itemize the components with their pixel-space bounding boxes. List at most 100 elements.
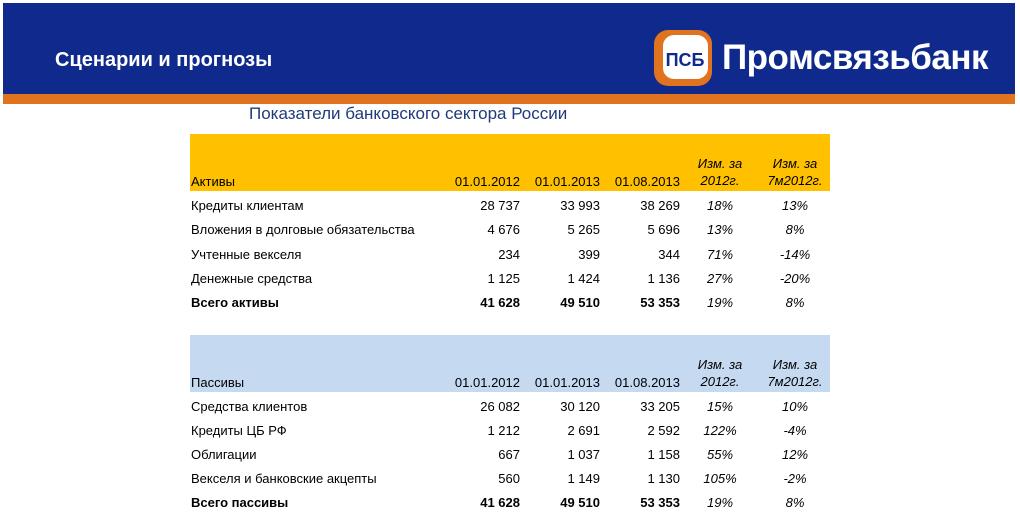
- value-2013: 1 149: [567, 471, 600, 486]
- value-2013: 33 993: [560, 198, 600, 213]
- value-2013: 399: [578, 247, 600, 262]
- accent-stripe: [3, 94, 1015, 104]
- change-7m: 8%: [785, 495, 805, 510]
- row-label: Всего пассивы: [191, 495, 289, 510]
- change-7m: 10%: [781, 399, 809, 414]
- col-header-change-2012-line1: Изм. за: [697, 357, 743, 372]
- value-aug-2013: 2 592: [647, 423, 680, 438]
- row-label: Всего активы: [191, 295, 279, 310]
- change-7m: -20%: [779, 271, 811, 286]
- total-row: Всего пассивы 41 628 49 510 53 353 19% 8…: [190, 491, 830, 515]
- col-header-liabilities: Пассивы: [191, 375, 245, 390]
- value-2012: 4 676: [487, 222, 520, 237]
- value-aug-2013: 53 353: [640, 295, 680, 310]
- logo-text: ПСБ: [666, 50, 705, 70]
- change-2012: 27%: [706, 271, 734, 286]
- col-header-change-7m-line1: Изм. за: [772, 357, 818, 372]
- col-header-date3: 01.08.2013: [614, 174, 680, 189]
- col-header-change-7m-line2: 7м2012г.: [767, 173, 823, 188]
- change-7m: -4%: [783, 423, 807, 438]
- col-header-change-2012-line2: 2012г.: [700, 374, 740, 389]
- change-7m: 13%: [781, 198, 809, 213]
- value-2013: 49 510: [560, 295, 600, 310]
- change-7m: 8%: [785, 222, 805, 237]
- total-row: Всего активы 41 628 49 510 53 353 19% 8%: [190, 291, 830, 315]
- change-2012: 15%: [706, 399, 734, 414]
- value-2013: 5 265: [567, 222, 600, 237]
- value-2012: 28 737: [480, 198, 520, 213]
- value-aug-2013: 5 696: [647, 222, 680, 237]
- value-2012: 1 125: [487, 271, 520, 286]
- bank-logo-icon: ПСБ: [654, 30, 712, 86]
- assets-table: Активы 01.01.2012 01.01.2013 01.08.2013 …: [190, 134, 830, 315]
- value-aug-2013: 33 205: [640, 399, 680, 414]
- col-header-change-7m: Изм. за 7м2012г.: [760, 155, 830, 189]
- liabilities-table: Пассивы 01.01.2012 01.01.2013 01.08.2013…: [190, 335, 830, 515]
- row-label: Облигации: [191, 447, 257, 462]
- change-7m: 12%: [781, 447, 809, 462]
- table-row: Вложения в долговые обязательства 4 676 …: [190, 218, 830, 243]
- page-title: Сценарии и прогнозы: [55, 49, 273, 71]
- change-2012: 55%: [706, 447, 734, 462]
- value-aug-2013: 1 158: [647, 447, 680, 462]
- value-aug-2013: 53 353: [640, 495, 680, 510]
- col-header-change-2012: Изм. за 2012г.: [685, 155, 755, 189]
- row-label: Кредиты ЦБ РФ: [191, 423, 287, 438]
- table-row: Векселя и банковские акцепты 560 1 149 1…: [190, 467, 830, 491]
- change-7m: -14%: [779, 247, 811, 262]
- brand-name: Промсвязьбанк: [722, 38, 988, 77]
- table-row: Облигации 667 1 037 1 158 55% 12%: [190, 443, 830, 467]
- value-aug-2013: 38 269: [640, 198, 680, 213]
- row-label: Кредиты клиентам: [191, 198, 304, 213]
- change-7m: 8%: [785, 295, 805, 310]
- change-2012: 13%: [706, 222, 734, 237]
- row-label: Денежные средства: [191, 271, 313, 286]
- value-2013: 30 120: [560, 399, 600, 414]
- col-header-change-2012-line1: Изм. за: [697, 156, 743, 171]
- change-2012: 71%: [706, 247, 734, 262]
- value-2013: 49 510: [560, 495, 600, 510]
- col-header-date1: 01.01.2012: [454, 375, 520, 390]
- change-7m: -2%: [783, 471, 807, 486]
- value-2012: 560: [498, 471, 520, 486]
- value-2012: 234: [498, 247, 520, 262]
- col-header-change-7m-line2: 7м2012г.: [767, 374, 823, 389]
- col-header-change-2012-line2: 2012г.: [700, 173, 740, 188]
- change-2012: 122%: [703, 423, 737, 438]
- header-banner: Сценарии и прогнозы: [3, 3, 1015, 94]
- change-2012: 105%: [703, 471, 737, 486]
- value-2012: 41 628: [480, 495, 520, 510]
- row-label: Учтенные векселя: [191, 247, 302, 262]
- row-label: Векселя и банковские акцепты: [191, 471, 377, 486]
- table-subtitle: Показатели банковского сектора России: [249, 104, 568, 123]
- table-row: Кредиты клиентам 28 737 33 993 38 269 18…: [190, 194, 830, 218]
- value-aug-2013: 1 130: [647, 471, 680, 486]
- value-aug-2013: 1 136: [647, 271, 680, 286]
- assets-header-row: Активы 01.01.2012 01.01.2013 01.08.2013 …: [190, 134, 830, 191]
- col-header-change-7m-line1: Изм. за: [772, 156, 818, 171]
- change-2012: 18%: [706, 198, 734, 213]
- col-header-date2: 01.01.2013: [534, 174, 600, 189]
- col-header-assets: Активы: [191, 174, 235, 189]
- value-2012: 667: [498, 447, 520, 462]
- col-header-date2: 01.01.2013: [534, 375, 600, 390]
- table-row: Кредиты ЦБ РФ 1 212 2 691 2 592 122% -4%: [190, 419, 830, 443]
- value-aug-2013: 344: [658, 247, 680, 262]
- table-row: Средства клиентов 26 082 30 120 33 205 1…: [190, 395, 830, 419]
- value-2012: 26 082: [480, 399, 520, 414]
- col-header-date3: 01.08.2013: [614, 375, 680, 390]
- row-label: Средства клиентов: [191, 399, 308, 414]
- change-2012: 19%: [706, 495, 734, 510]
- value-2013: 1 037: [567, 447, 600, 462]
- table-row: Учтенные векселя 234 399 344 71% -14%: [190, 243, 830, 267]
- col-header-change-7m: Изм. за 7м2012г.: [760, 356, 830, 390]
- col-header-change-2012: Изм. за 2012г.: [685, 356, 755, 390]
- change-2012: 19%: [706, 295, 734, 310]
- value-2012: 41 628: [480, 295, 520, 310]
- table-row: Денежные средства 1 125 1 424 1 136 27% …: [190, 267, 830, 291]
- value-2013: 2 691: [567, 423, 600, 438]
- liabilities-header-row: Пассивы 01.01.2012 01.01.2013 01.08.2013…: [190, 335, 830, 392]
- col-header-date1: 01.01.2012: [454, 174, 520, 189]
- row-label: Вложения в долговые обязательства: [191, 222, 415, 237]
- value-2012: 1 212: [487, 423, 520, 438]
